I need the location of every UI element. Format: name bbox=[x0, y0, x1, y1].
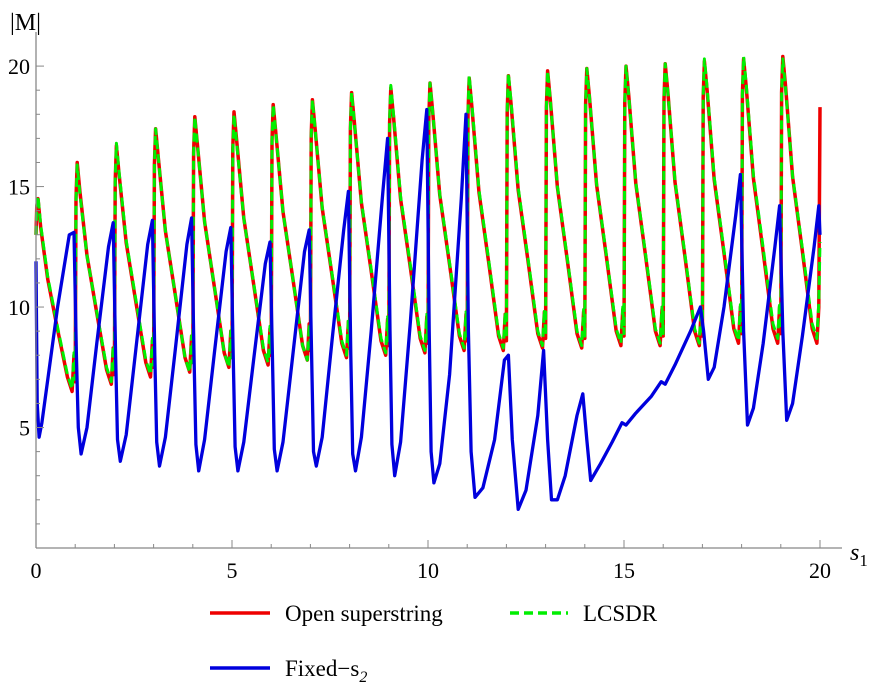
axes bbox=[35, 32, 842, 549]
x-tick-label: 10 bbox=[417, 558, 439, 583]
legend-label-fixed-s2-main: Fixed−s bbox=[285, 656, 359, 681]
x-tick-label: 5 bbox=[227, 558, 238, 583]
legend-label-fixed-s2-sub: 2 bbox=[359, 669, 367, 686]
x-tick-label: 15 bbox=[613, 558, 635, 583]
y-tick-label: 5 bbox=[19, 416, 30, 441]
series-fixed-s2 bbox=[34, 107, 822, 512]
legend-label-open-superstring: Open superstring bbox=[285, 601, 443, 626]
y-axis-label: |M| bbox=[10, 10, 41, 36]
plot-lines bbox=[34, 54, 822, 512]
y-tick-label: 15 bbox=[8, 175, 30, 200]
x-axis-label-sub: 1 bbox=[859, 551, 868, 570]
legend: Open superstring LCSDR Fixed−s2 bbox=[210, 601, 658, 686]
ticks: 0 5 10 15 20 5 10 15 20 bbox=[8, 54, 831, 583]
x-tick-label: 0 bbox=[31, 558, 42, 583]
legend-label-fixed-s2: Fixed−s2 bbox=[285, 656, 367, 686]
y-tick-label: 20 bbox=[8, 54, 30, 79]
legend-label-lcsdr: LCSDR bbox=[583, 601, 658, 626]
y-tick-label: 10 bbox=[8, 295, 30, 320]
x-axis-label-main: s bbox=[850, 540, 859, 566]
x-axis-label: s1 bbox=[850, 540, 868, 570]
series-lcsdr bbox=[34, 55, 822, 391]
x-tick-label: 20 bbox=[809, 558, 831, 583]
